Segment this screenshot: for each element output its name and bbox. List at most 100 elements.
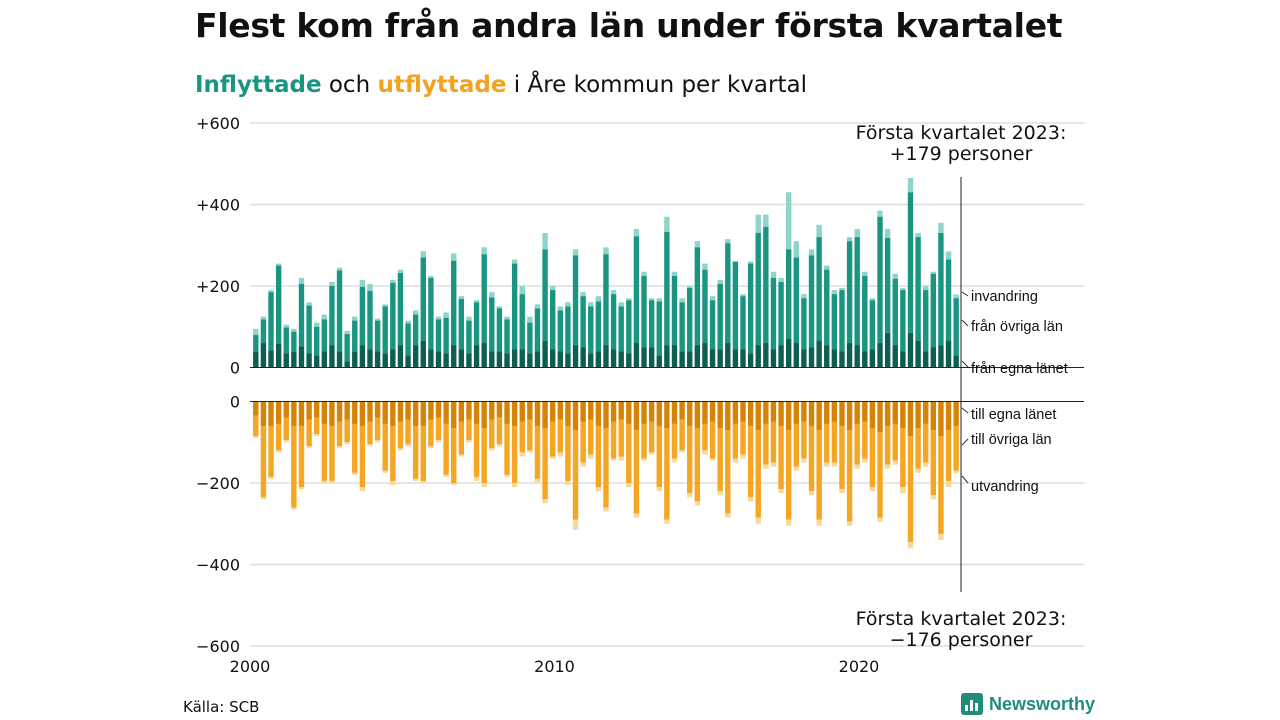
bar-fran-ovriga-lan [907,192,914,333]
bar-utvandring [557,452,564,457]
bar-utvandring [816,519,822,526]
bar-invandring [793,241,799,258]
bar-fran-egna-lanet [481,343,487,368]
bar-utvandring [367,444,373,447]
bar-fran-egna-lanet [580,347,586,368]
bar-till-egna-lanet [603,401,609,428]
bar-invandring [626,298,632,301]
outflow-bars [253,401,959,549]
bar-till-ovriga-lan [801,421,807,459]
bar-till-ovriga-lan [367,421,373,445]
bar-fran-egna-lanet [816,341,822,368]
bar-utvandring [298,487,305,490]
bar-fran-ovriga-lan [481,254,487,344]
bar-utvandring [892,460,898,465]
bar-utvandring [428,446,434,449]
bar-till-egna-lanet [466,401,472,420]
bar-utvandring [694,501,701,506]
bar-fran-egna-lanet [367,349,373,368]
bar-till-egna-lanet [374,401,381,418]
bar-fran-egna-lanet [352,352,358,368]
subtitle-inflyttade: Inflyttade [195,72,322,98]
bar-till-ovriga-lan [618,419,624,457]
bar-till-egna-lanet [884,401,891,426]
bar-till-egna-lanet [275,401,282,424]
bar-invandring [824,265,830,270]
series-labels: invandring från övriga län från egna län… [961,289,1068,495]
bar-fran-ovriga-lan [862,275,868,352]
bar-fran-ovriga-lan [633,236,640,344]
bar-fran-ovriga-lan [451,260,457,346]
bar-fran-ovriga-lan [321,319,328,352]
bar-till-ovriga-lan [443,423,449,475]
bar-fran-ovriga-lan [549,290,556,350]
bar-till-egna-lanet [862,401,868,422]
bar-till-egna-lanet [641,401,647,424]
bar-fran-ovriga-lan [626,300,632,354]
bar-invandring [344,330,350,335]
bar-fran-ovriga-lan [283,327,289,354]
bar-till-ovriga-lan [451,427,457,483]
bar-till-ovriga-lan [770,421,777,463]
bar-utvandring [481,483,487,488]
bar-till-egna-lanet [785,401,792,431]
bar-utvandring [923,462,929,467]
bar-fran-ovriga-lan [473,302,480,346]
bar-till-ovriga-lan [717,427,723,492]
bar-till-ovriga-lan [778,425,784,490]
bar-utvandring [702,450,708,455]
bar-till-egna-lanet [702,401,708,424]
bar-till-ovriga-lan [565,425,571,481]
bar-utvandring [382,470,388,473]
bar-fran-egna-lanet [801,349,807,368]
bar-till-egna-lanet [938,401,944,437]
bar-fran-ovriga-lan [854,237,860,346]
bar-invandring [534,304,541,309]
bar-till-ovriga-lan [580,421,586,463]
bar-till-ovriga-lan [725,430,731,514]
bar-fran-ovriga-lan [336,270,343,352]
bar-till-egna-lanet [542,401,548,428]
bar-invandring [306,302,312,306]
bar-fran-ovriga-lan [610,294,617,350]
bar-till-egna-lanet [869,401,876,428]
bar-till-egna-lanet [306,401,312,420]
bar-fran-egna-lanet [945,341,952,368]
brand-name: Newsworthy [989,693,1096,714]
bar-till-egna-lanet [367,401,373,422]
bar-invandring [367,283,373,291]
bar-till-ovriga-lan [329,425,335,481]
bar-utvandring [603,507,609,512]
bar-utvandring [656,487,662,492]
bar-till-egna-lanet [770,401,777,422]
bar-fran-ovriga-lan [504,319,510,354]
bar-till-egna-lanet [923,401,929,424]
bar-till-egna-lanet [846,401,853,431]
bar-utvandring [938,533,944,541]
bar-fran-ovriga-lan [253,334,259,353]
bar-invandring [915,233,921,238]
bar-fran-ovriga-lan [755,233,761,346]
bar-fran-egna-lanet [770,349,777,368]
y-tick-label: −400 [196,556,240,575]
bar-utvandring [664,519,670,524]
bar-till-ovriga-lan [496,417,503,445]
bar-fran-egna-lanet [884,332,891,368]
x-tick-label: 2000 [230,657,271,676]
bar-till-ovriga-lan [260,425,267,498]
bar-utvandring [352,472,358,475]
bar-utvandring [618,456,624,461]
bar-till-ovriga-lan [314,417,320,435]
bar-utvandring [717,491,723,496]
bar-fran-ovriga-lan [687,288,693,352]
bar-till-ovriga-lan [275,423,282,451]
bar-till-ovriga-lan [458,421,465,455]
bar-fran-ovriga-lan [489,297,495,352]
bar-fran-egna-lanet [709,349,716,368]
bar-fran-egna-lanet [755,345,761,368]
bar-till-ovriga-lan [938,436,944,534]
bar-utvandring [831,462,838,467]
bar-till-egna-lanet [694,401,701,428]
bar-utvandring [740,454,746,459]
bar-utvandring [291,507,297,510]
